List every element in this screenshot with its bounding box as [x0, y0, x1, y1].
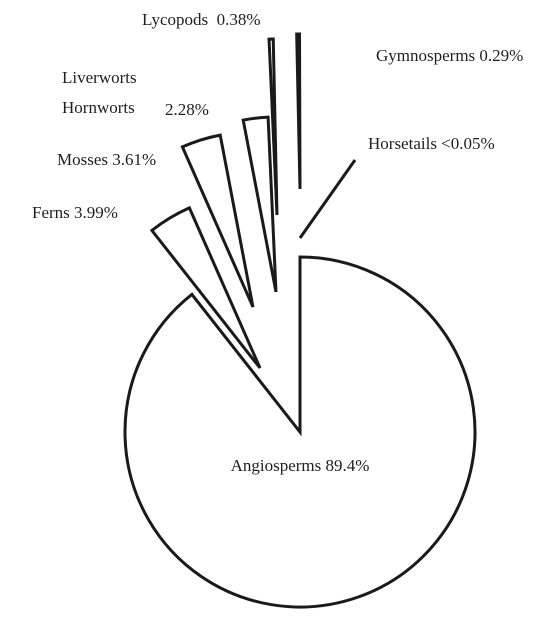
slice-label-mosses: Mosses 3.61%: [57, 150, 156, 169]
slice-label-lycopods: Lycopods 0.38%: [142, 10, 261, 29]
pie-slice-angiosperms: [123, 255, 477, 609]
slice-label-liverworts-hornworts-line-2: Hornworts: [62, 98, 135, 117]
pie-slice-lycopods: [267, 37, 279, 216]
slice-label-gymnosperms: Gymnosperms 0.29%: [376, 46, 523, 65]
slice-label-horsetails: Horsetails <0.05%: [368, 134, 495, 153]
slice-label-liverworts-hornworts-line-1: Liverworts: [62, 68, 137, 87]
pie-slice-gymnosperms: [295, 32, 302, 190]
slice-label-angiosperms: Angiosperms 89.4%: [231, 456, 370, 475]
slice-value-label-liverworts-hornworts: 2.28%: [165, 100, 209, 119]
slice-label-ferns: Ferns 3.99%: [32, 203, 118, 222]
pie-slice-mosses: [180, 133, 255, 308]
pie-slice-liverworts-hornworts: [241, 115, 278, 293]
leader-line-horsetails: [298, 159, 357, 239]
pie-slice-ferns: [149, 205, 262, 369]
